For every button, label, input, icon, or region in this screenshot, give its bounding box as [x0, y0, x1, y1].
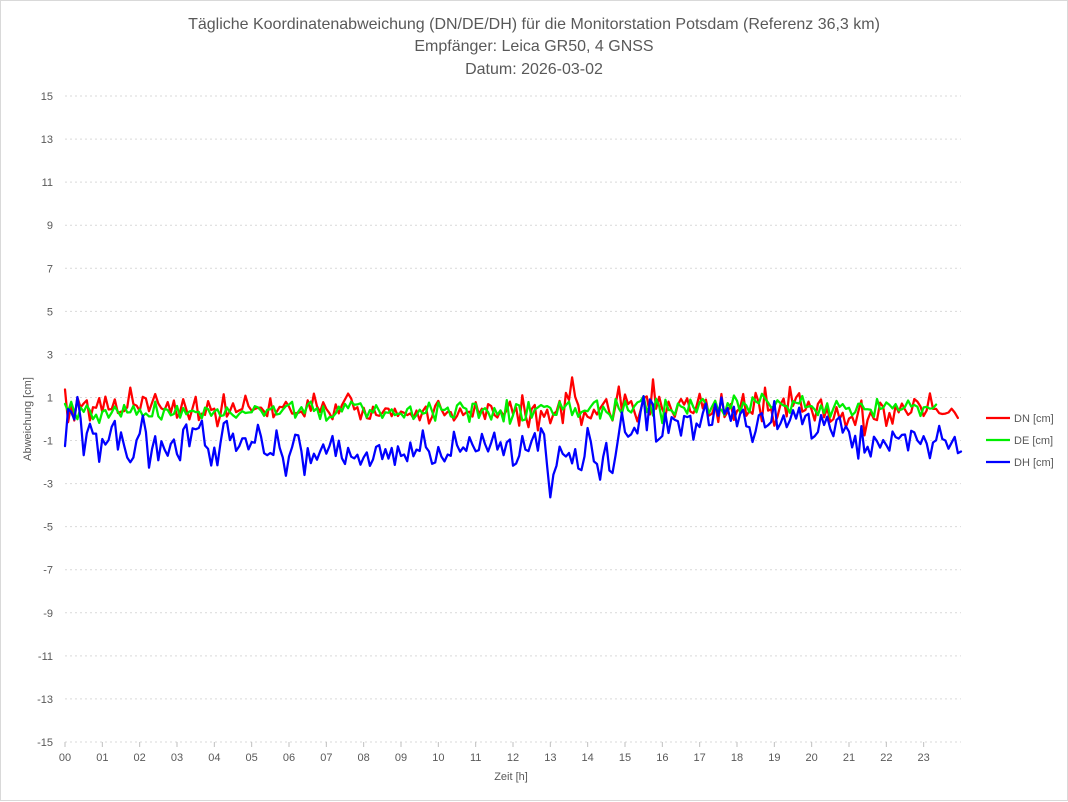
x-tick-label: 22 [880, 752, 892, 764]
y-tick-label: 9 [47, 220, 53, 232]
x-tick-label: 02 [134, 752, 146, 764]
series-line-de [63, 392, 938, 425]
y-tick-label: 15 [41, 91, 53, 103]
y-tick-label: 1 [47, 392, 53, 404]
y-tick-label: -7 [43, 565, 53, 577]
x-tick-label: 08 [358, 752, 370, 764]
y-axis-title: Abweichung [cm] [22, 377, 34, 461]
x-tick-label: 14 [582, 752, 594, 764]
series-line-dh [63, 395, 963, 499]
y-tick-label: -1 [43, 436, 53, 448]
x-tick-label: 12 [507, 752, 519, 764]
x-tick-label: 07 [320, 752, 332, 764]
y-tick-label: 5 [47, 306, 53, 318]
x-tick-label: 20 [806, 752, 818, 764]
y-tick-label: -3 [43, 479, 53, 491]
grid-layer [64, 95, 961, 747]
x-tick-label: 11 [470, 752, 481, 764]
x-tick-label: 04 [208, 752, 220, 764]
x-tick-label: 15 [619, 752, 631, 764]
x-tick-label: 05 [246, 752, 258, 764]
series-layer [63, 376, 963, 499]
x-tick-label: 09 [395, 752, 407, 764]
legend-label-dn: DN [cm] [1014, 413, 1054, 425]
y-tick-label: 13 [41, 134, 53, 146]
x-tick-label: 01 [96, 752, 108, 764]
series-line-dn [63, 376, 960, 437]
y-tick-label: 3 [47, 349, 53, 361]
x-tick-label: 23 [918, 752, 930, 764]
legend-label-dh: DH [cm] [1014, 457, 1054, 469]
x-tick-label: 00 [59, 752, 71, 764]
legend-label-de: DE [cm] [1014, 435, 1053, 447]
chart-title-line-2: Empfänger: Leica GR50, 4 GNSS [414, 38, 653, 55]
legend: DN [cm] DE [cm] DH [cm] [986, 413, 1054, 469]
y-tick-label: -13 [37, 694, 53, 706]
x-tick-label: 21 [843, 752, 855, 764]
y-tick-label: -15 [37, 737, 53, 749]
x-tick-label: 16 [656, 752, 668, 764]
y-tick-label: -11 [38, 651, 53, 663]
x-tick-label: 13 [544, 752, 556, 764]
y-tick-label: -9 [43, 608, 53, 620]
y-tick-label: 11 [42, 177, 53, 189]
chart-title-line-3: Datum: 2026-03-02 [465, 61, 603, 78]
x-tick-labels: 00 01 02 03 04 05 06 07 08 09 10 11 12 13 14 15 16 17 18 19… [59, 752, 930, 764]
y-tick-labels: 15 13 11 9 7 5 3 1 -1 -3 -5 -7 -9 -11 -13 -15 [37, 91, 53, 749]
x-tick-label: 03 [171, 752, 183, 764]
x-tick-label: 06 [283, 752, 295, 764]
x-axis-title: Zeit [h] [494, 771, 528, 783]
chart-title-line-1: Tägliche Koordinatenabweichung (DN/DE/DH… [188, 16, 880, 33]
x-tick-label: 18 [731, 752, 743, 764]
x-tick-label: 10 [432, 752, 444, 764]
y-tick-label: -5 [43, 522, 53, 534]
x-tick-label: 19 [768, 752, 780, 764]
y-tick-label: 7 [47, 263, 53, 275]
x-tick-label: 17 [694, 752, 706, 764]
